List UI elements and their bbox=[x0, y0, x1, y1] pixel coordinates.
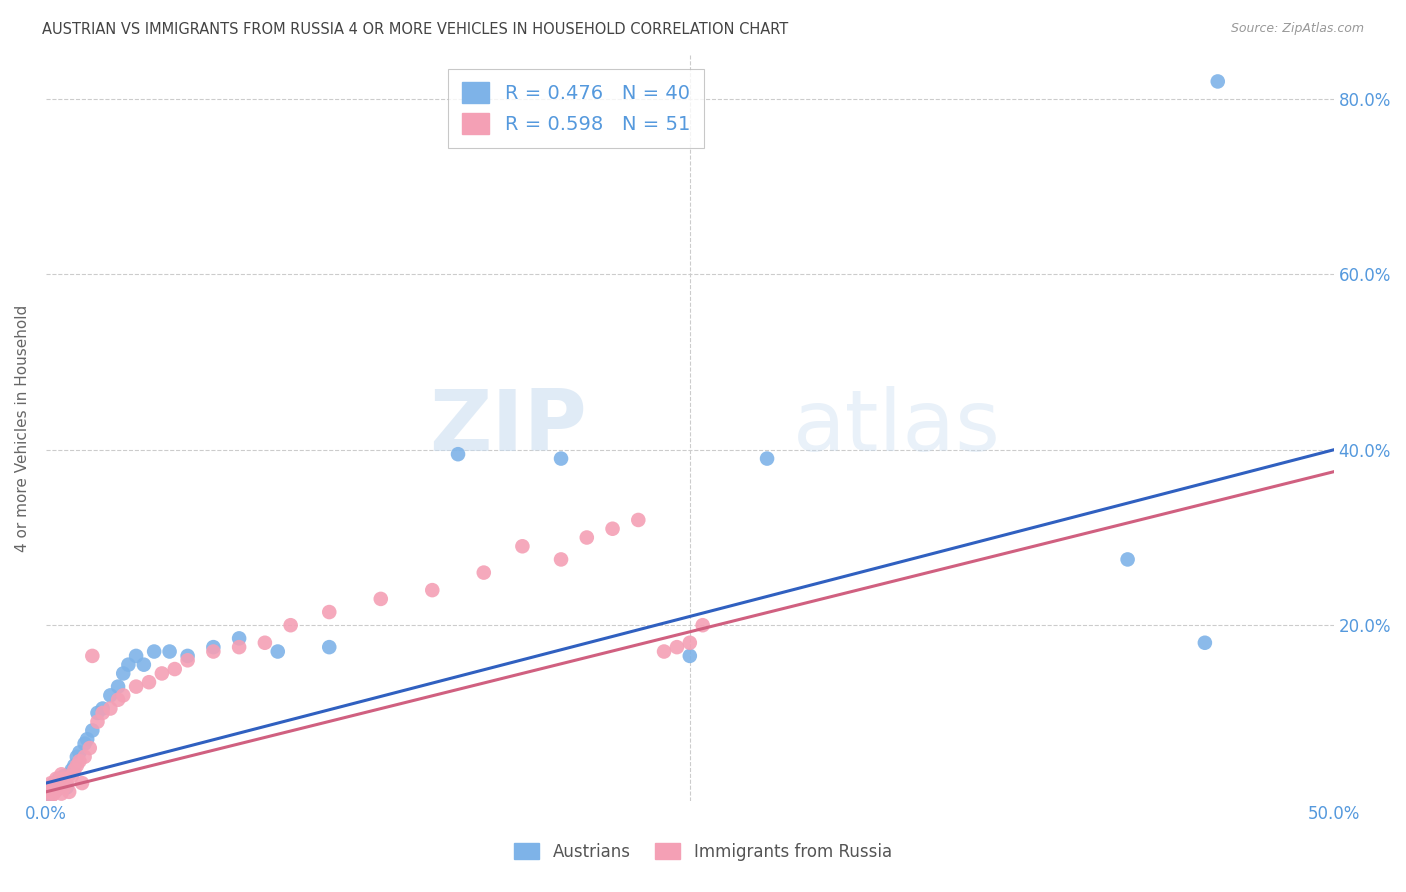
Y-axis label: 4 or more Vehicles in Household: 4 or more Vehicles in Household bbox=[15, 304, 30, 551]
Text: Source: ZipAtlas.com: Source: ZipAtlas.com bbox=[1230, 22, 1364, 36]
Point bbox=[253, 636, 276, 650]
Point bbox=[48, 778, 70, 792]
Point bbox=[45, 783, 67, 797]
Point bbox=[1116, 552, 1139, 566]
Point bbox=[73, 749, 96, 764]
Point bbox=[70, 776, 93, 790]
Point bbox=[138, 675, 160, 690]
Point bbox=[1194, 636, 1216, 650]
Point bbox=[69, 754, 91, 768]
Point bbox=[512, 539, 534, 553]
Point bbox=[38, 789, 60, 804]
Point bbox=[756, 451, 779, 466]
Point bbox=[627, 513, 650, 527]
Point bbox=[42, 778, 65, 792]
Point bbox=[82, 648, 104, 663]
Point bbox=[318, 605, 340, 619]
Point bbox=[370, 591, 392, 606]
Point bbox=[228, 640, 250, 654]
Point bbox=[228, 632, 250, 646]
Point bbox=[665, 640, 688, 654]
Point bbox=[86, 706, 108, 720]
Point bbox=[176, 648, 198, 663]
Point bbox=[45, 783, 67, 797]
Point bbox=[48, 780, 70, 795]
Point bbox=[202, 644, 225, 658]
Point bbox=[86, 714, 108, 729]
Point bbox=[39, 789, 62, 804]
Point bbox=[51, 787, 73, 801]
Point bbox=[91, 701, 114, 715]
Point bbox=[58, 767, 80, 781]
Point bbox=[38, 785, 60, 799]
Text: atlas: atlas bbox=[793, 386, 1001, 469]
Point bbox=[42, 787, 65, 801]
Text: AUSTRIAN VS IMMIGRANTS FROM RUSSIA 4 OR MORE VEHICLES IN HOUSEHOLD CORRELATION C: AUSTRIAN VS IMMIGRANTS FROM RUSSIA 4 OR … bbox=[42, 22, 789, 37]
Point bbox=[42, 776, 65, 790]
Point bbox=[652, 644, 675, 658]
Point bbox=[117, 657, 139, 672]
Point bbox=[66, 749, 89, 764]
Point bbox=[79, 741, 101, 756]
Point bbox=[107, 692, 129, 706]
Point bbox=[112, 689, 135, 703]
Legend: Austrians, Immigrants from Russia: Austrians, Immigrants from Russia bbox=[508, 837, 898, 868]
Point bbox=[159, 644, 181, 658]
Point bbox=[1206, 74, 1229, 88]
Point bbox=[51, 767, 73, 781]
Point bbox=[267, 644, 290, 658]
Point bbox=[602, 522, 624, 536]
Point bbox=[42, 780, 65, 795]
Point bbox=[420, 583, 443, 598]
Point bbox=[112, 666, 135, 681]
Point bbox=[679, 648, 702, 663]
Point bbox=[176, 653, 198, 667]
Point bbox=[55, 776, 77, 790]
Point bbox=[107, 680, 129, 694]
Point bbox=[472, 566, 495, 580]
Point bbox=[48, 774, 70, 789]
Point bbox=[82, 723, 104, 738]
Point bbox=[125, 680, 148, 694]
Point bbox=[73, 737, 96, 751]
Point bbox=[39, 785, 62, 799]
Point bbox=[48, 772, 70, 786]
Legend: R = 0.476   N = 40, R = 0.598   N = 51: R = 0.476 N = 40, R = 0.598 N = 51 bbox=[449, 69, 704, 148]
Point bbox=[550, 451, 572, 466]
Point bbox=[692, 618, 714, 632]
Point bbox=[679, 636, 702, 650]
Point bbox=[60, 763, 83, 777]
Point bbox=[38, 780, 60, 795]
Point bbox=[143, 644, 166, 658]
Point bbox=[55, 780, 77, 795]
Point bbox=[550, 552, 572, 566]
Point bbox=[150, 666, 173, 681]
Point bbox=[76, 732, 98, 747]
Point bbox=[45, 772, 67, 786]
Point bbox=[66, 758, 89, 772]
Point bbox=[447, 447, 470, 461]
Point bbox=[69, 745, 91, 759]
Point bbox=[318, 640, 340, 654]
Point bbox=[60, 769, 83, 783]
Point bbox=[53, 772, 76, 786]
Point bbox=[63, 758, 86, 772]
Point bbox=[125, 648, 148, 663]
Point bbox=[280, 618, 302, 632]
Point bbox=[63, 763, 86, 777]
Point bbox=[53, 780, 76, 795]
Point bbox=[132, 657, 155, 672]
Point bbox=[91, 706, 114, 720]
Point bbox=[163, 662, 186, 676]
Point bbox=[39, 776, 62, 790]
Point bbox=[58, 785, 80, 799]
Text: ZIP: ZIP bbox=[429, 386, 586, 469]
Point bbox=[98, 701, 121, 715]
Point bbox=[202, 640, 225, 654]
Point bbox=[575, 531, 598, 545]
Point bbox=[98, 689, 121, 703]
Point bbox=[51, 774, 73, 789]
Point bbox=[53, 769, 76, 783]
